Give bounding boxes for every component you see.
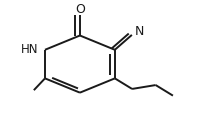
Text: HN: HN (21, 43, 38, 56)
Text: O: O (75, 3, 85, 16)
Text: N: N (135, 24, 144, 38)
